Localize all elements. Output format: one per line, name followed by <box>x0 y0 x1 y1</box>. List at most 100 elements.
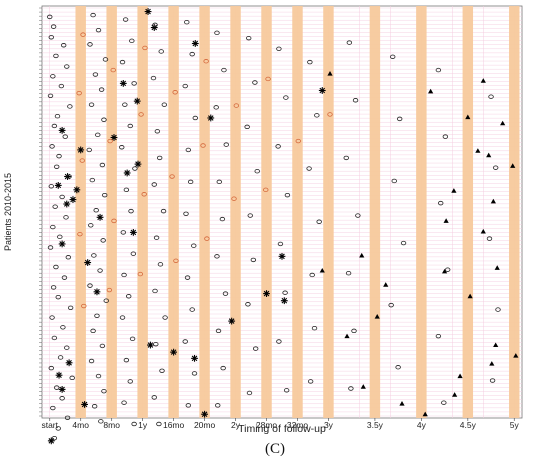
visit-marker <box>151 182 157 187</box>
visit-marker <box>351 328 357 334</box>
visit-marker <box>64 64 70 69</box>
visit-marker <box>137 271 144 277</box>
visit-marker <box>50 74 56 79</box>
visit-marker <box>103 298 109 303</box>
visit-marker <box>489 378 496 383</box>
visit-marker <box>58 83 65 89</box>
visit-marker <box>216 179 222 185</box>
visit-marker <box>127 379 133 384</box>
visit-marker <box>123 187 130 193</box>
star-stroke <box>111 134 117 141</box>
visit-marker <box>203 59 209 64</box>
window-band <box>323 6 334 418</box>
triangle-marker <box>344 333 350 339</box>
visit-marker <box>184 275 191 280</box>
visit-marker <box>119 315 126 320</box>
star-stroke <box>192 40 199 47</box>
visit-marker <box>101 117 107 122</box>
visit-marker <box>346 40 353 45</box>
star-marker <box>81 401 88 408</box>
visit-marker <box>132 166 138 171</box>
visit-marker <box>48 35 54 40</box>
x-tick-label: 28mo <box>256 420 278 430</box>
visit-marker <box>314 113 320 118</box>
triangle-marker <box>360 384 366 389</box>
visit-marker <box>191 243 197 248</box>
visit-marker <box>97 268 103 273</box>
triangle-marker <box>510 163 516 168</box>
visit-marker <box>66 174 72 179</box>
visit-marker <box>47 14 53 20</box>
visit-marker <box>54 164 60 169</box>
triangle-marker <box>489 361 495 366</box>
visit-marker <box>395 365 401 370</box>
triangle-marker <box>457 373 463 379</box>
visit-marker <box>187 179 194 185</box>
star-stroke <box>281 297 288 304</box>
visit-marker <box>152 288 158 294</box>
star-marker <box>150 24 158 31</box>
window-band <box>106 6 117 418</box>
visit-marker <box>61 275 68 280</box>
x-tick-label: 3y <box>324 420 334 430</box>
star-marker <box>69 196 77 203</box>
visit-marker <box>65 255 72 260</box>
visit-marker <box>60 43 67 48</box>
visit-marker <box>223 142 229 147</box>
visit-marker <box>162 315 168 320</box>
visit-marker <box>142 45 148 51</box>
visit-marker <box>64 345 70 350</box>
visit-marker <box>99 162 106 168</box>
visit-marker <box>81 303 87 309</box>
visit-marker <box>245 302 251 307</box>
visit-marker <box>95 27 102 33</box>
visit-marker <box>151 395 157 400</box>
triangle-marker <box>443 218 449 223</box>
visit-marker <box>91 253 97 258</box>
star-marker <box>146 341 154 349</box>
star-stroke <box>97 214 103 221</box>
visit-marker <box>57 234 63 240</box>
visit-marker <box>48 184 54 189</box>
visit-marker <box>51 435 58 441</box>
visit-marker <box>131 81 137 86</box>
visit-marker <box>153 235 160 240</box>
star-stroke <box>84 259 91 266</box>
star-marker <box>54 181 62 189</box>
triangle-marker <box>428 88 434 94</box>
star-marker <box>144 8 152 15</box>
visit-marker <box>100 238 106 243</box>
star-stroke <box>66 359 72 366</box>
visit-marker <box>86 147 92 153</box>
visit-marker <box>442 134 449 139</box>
visit-marker <box>388 302 394 308</box>
visit-marker <box>184 19 190 25</box>
visit-marker <box>62 134 68 139</box>
star-marker <box>133 97 141 105</box>
visit-marker <box>67 305 74 310</box>
star-marker <box>77 146 85 154</box>
y-axis-ticks <box>39 7 42 417</box>
visit-marker <box>93 208 99 213</box>
window-band <box>199 6 210 418</box>
visit-marker <box>120 230 126 235</box>
visit-marker <box>222 291 229 296</box>
star-stroke <box>151 24 158 31</box>
visit-marker <box>60 325 66 330</box>
visit-marker <box>55 426 61 431</box>
visit-marker <box>59 194 65 200</box>
star-stroke <box>59 386 65 393</box>
visit-marker <box>128 208 134 214</box>
visit-marker <box>307 59 313 65</box>
x-axis-label: Timing of follow-up <box>238 423 326 435</box>
visit-marker <box>49 144 55 149</box>
triangle-marker <box>327 71 333 76</box>
visit-marker <box>396 116 403 122</box>
visit-marker <box>102 192 108 198</box>
visit-marker <box>343 155 349 161</box>
triangle-marker <box>319 267 325 273</box>
visit-marker <box>282 290 288 295</box>
visit-marker <box>98 87 105 92</box>
window-band <box>369 6 381 418</box>
visit-marker <box>231 196 237 201</box>
